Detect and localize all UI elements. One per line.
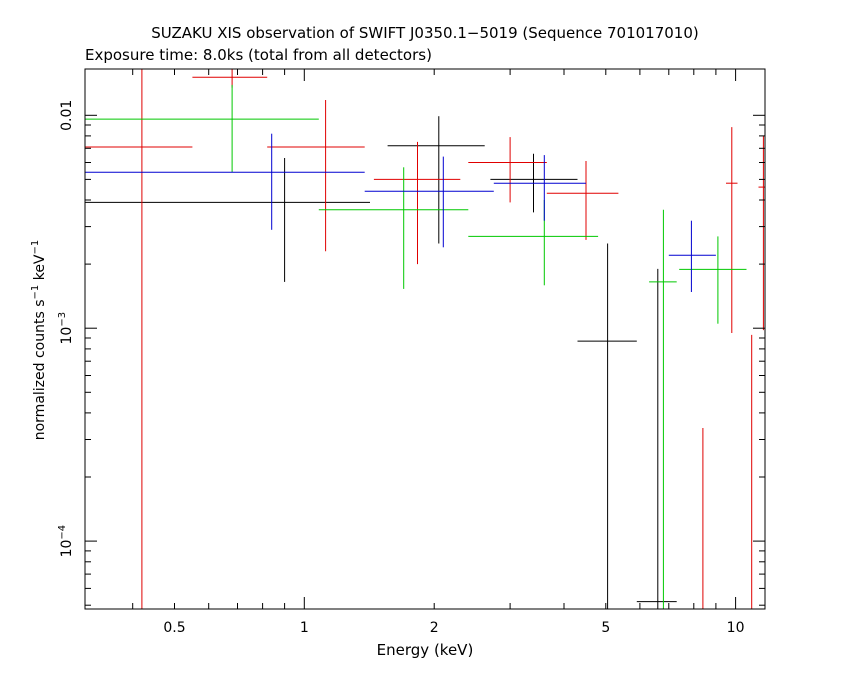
data-point-s4-2 bbox=[364, 156, 494, 248]
x-tick-label: 10 bbox=[727, 620, 745, 636]
y-ticks bbox=[85, 114, 765, 606]
y-tick-label: 0.01 bbox=[59, 100, 75, 131]
data-point-s1-4 bbox=[577, 243, 637, 609]
plot-area bbox=[85, 69, 765, 609]
data-point-s3-4 bbox=[649, 209, 677, 609]
y-axis-label: normalized counts s−1 keV−1 bbox=[30, 240, 48, 441]
x-tick-label: 2 bbox=[430, 620, 439, 636]
y-tick-label: 10−3 bbox=[57, 312, 75, 345]
series-2 bbox=[85, 69, 765, 609]
y-tick-label: 10−4 bbox=[57, 525, 75, 558]
data-point-s2-8 bbox=[726, 127, 738, 333]
x-axis-label: Energy (keV) bbox=[377, 641, 474, 659]
data-point-s2-2 bbox=[192, 69, 268, 88]
series-4 bbox=[85, 133, 716, 292]
data-point-s3-1 bbox=[85, 84, 319, 173]
data-point-s2-6 bbox=[546, 161, 619, 240]
axes: 0.5 1 2 5 10 0.01 10−3 10−4 bbox=[57, 68, 766, 636]
x-ticks bbox=[132, 69, 737, 609]
x-tick-label: 0.5 bbox=[163, 620, 185, 636]
plot-frame bbox=[84, 68, 766, 610]
x-tick-label: 1 bbox=[300, 620, 309, 636]
chart-title: SUZAKU XIS observation of SWIFT J0350.1−… bbox=[151, 24, 699, 42]
y-axis-label-main: normalized counts s bbox=[32, 299, 48, 440]
data-point-s2-5 bbox=[468, 137, 547, 203]
data-point-s2-3 bbox=[267, 100, 365, 252]
data-point-s2-10 bbox=[758, 135, 765, 331]
data-point-s2-4 bbox=[373, 141, 461, 265]
data-point-s4-3 bbox=[493, 155, 586, 221]
y-axis-label-mid: keV bbox=[32, 254, 48, 285]
data-point-s1-1 bbox=[85, 158, 370, 282]
y-axis-label-exp2: −1 bbox=[30, 240, 41, 255]
x-tick-label: 5 bbox=[601, 620, 610, 636]
data-point-s3-3 bbox=[468, 200, 599, 286]
data-point-s3-5 bbox=[679, 236, 747, 324]
data-point-s4-1 bbox=[85, 133, 365, 230]
chart-subtitle: Exposure time: 8.0ks (total from all det… bbox=[85, 46, 432, 64]
data-point-s2-1 bbox=[85, 69, 193, 609]
data-point-s4-4 bbox=[668, 220, 716, 292]
series-1 bbox=[85, 116, 677, 609]
data-point-s1-5 bbox=[636, 268, 677, 609]
series-3 bbox=[85, 84, 747, 609]
y-axis-label-exp1: −1 bbox=[30, 285, 41, 300]
data-point-s3-2 bbox=[318, 167, 469, 289]
